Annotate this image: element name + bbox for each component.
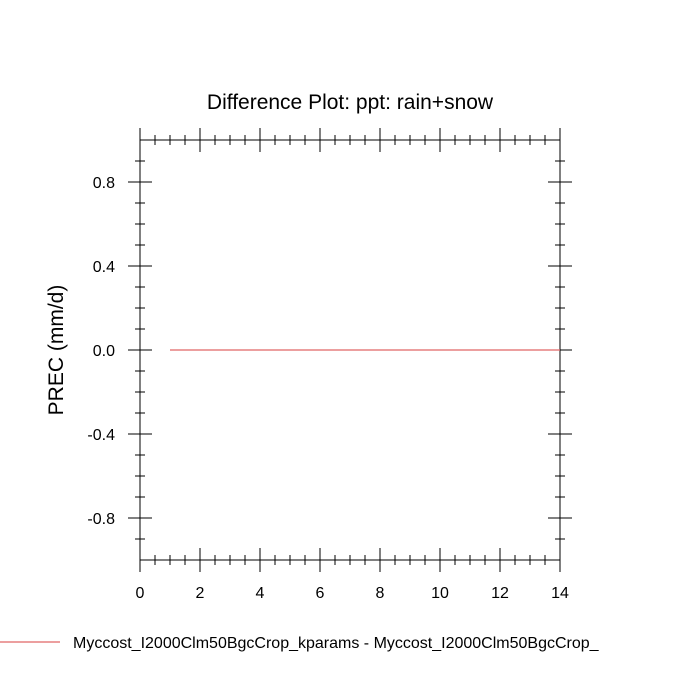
y-axis-label: PREC (mm/d) xyxy=(45,285,68,416)
legend-label: Myccost_I2000Clm50BgcCrop_kparams - Mycc… xyxy=(73,635,600,652)
y-tick-label: -0.4 xyxy=(87,427,115,444)
y-tick-label: 0.0 xyxy=(93,343,115,360)
x-tick-label: 14 xyxy=(551,585,569,602)
x-tick-label: 8 xyxy=(376,585,385,602)
y-tick-label: -0.8 xyxy=(87,511,115,528)
y-tick-label: 0.8 xyxy=(93,175,115,192)
x-tick-label: 12 xyxy=(491,585,509,602)
x-tick-label: 10 xyxy=(431,585,449,602)
axis-ticks xyxy=(128,128,572,572)
axis-tick-labels: 0 2 4 6 8 10 12 14 0.8 0.4 0.0 -0.4 -0.8 xyxy=(87,175,569,602)
y-tick-label: 0.4 xyxy=(93,259,115,276)
legend: Myccost_I2000Clm50BgcCrop_kparams - Mycc… xyxy=(0,635,600,652)
x-tick-label: 2 xyxy=(196,585,205,602)
x-tick-label: 4 xyxy=(256,585,265,602)
x-tick-label: 6 xyxy=(316,585,325,602)
chart-title: Difference Plot: ppt: rain+snow xyxy=(207,91,494,114)
x-tick-label: 0 xyxy=(136,585,145,602)
